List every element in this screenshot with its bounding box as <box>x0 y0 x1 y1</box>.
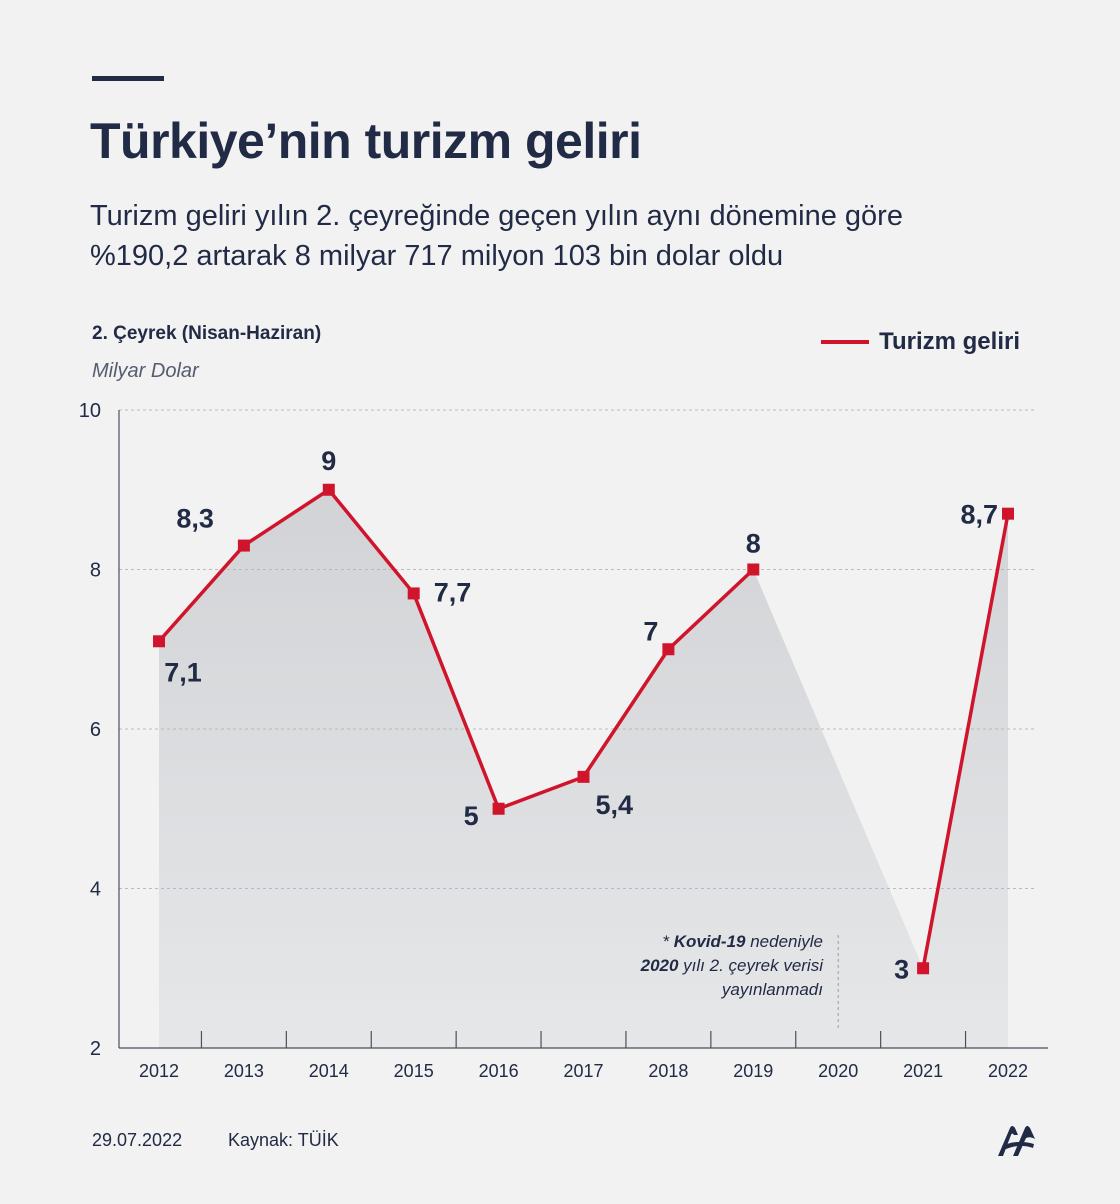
x-tick-label: 2012 <box>139 1061 179 1081</box>
legend-line-swatch <box>821 340 870 344</box>
chart-legend: Turizm geliri <box>821 328 1020 356</box>
data-point-2012 <box>153 635 165 648</box>
series-line-segment-2 <box>921 513 1010 969</box>
x-tick-label: 2015 <box>394 1061 434 1081</box>
y-tick-label: 10 <box>79 400 101 422</box>
data-label-2015: 7,7 <box>434 577 472 607</box>
footer-source: Kaynak: TÜİK <box>228 1130 339 1150</box>
series-line-segment-1 <box>157 488 755 811</box>
footnote-emphasis: 2020 <box>640 956 679 975</box>
area-fill <box>159 489 1008 1048</box>
legend-label: Turizm geliri <box>879 328 1020 355</box>
tourism-revenue-line-chart: 2 4 6 8 10 2012 2013 2014 2015 2016 2017 2018 2019 20… <box>79 400 1048 1081</box>
x-tick-label: 2021 <box>903 1061 943 1081</box>
data-point-2017 <box>577 770 590 783</box>
x-tick-label: 2013 <box>224 1061 264 1081</box>
unit-label: Milyar Dolar <box>92 360 199 382</box>
data-point-2015 <box>407 587 420 600</box>
data-point-2021 <box>917 962 930 975</box>
data-point-2022 <box>1002 507 1014 520</box>
footnote-emphasis: Kovid-19 <box>674 932 746 951</box>
data-point-2018 <box>662 643 675 656</box>
page-subtitle: Turizm geliri yılın 2. çeyreğinde geçen … <box>90 196 903 276</box>
data-label-2018: 7 <box>643 616 658 646</box>
footnote-line-3: yayınlanmadı <box>721 980 823 999</box>
period-label: 2. Çeyrek (Nisan-Haziran) <box>92 323 322 344</box>
data-point-2019 <box>747 563 760 576</box>
data-label-2013: 8,3 <box>176 504 214 534</box>
data-point-2016 <box>492 802 505 815</box>
x-tick-label: 2018 <box>648 1061 688 1081</box>
subtitle-line-2: %190,2 artarak 8 milyar 717 milyon 103 b… <box>90 240 784 272</box>
x-tick-label: 2014 <box>309 1061 349 1081</box>
title-accent-bar <box>92 76 164 81</box>
x-tick-label: 2022 <box>988 1061 1028 1081</box>
data-label-2016: 5 <box>464 801 479 831</box>
data-label-2022: 8,7 <box>960 500 998 530</box>
data-label-2014: 9 <box>321 446 336 476</box>
subtitle-line-1: Turizm geliri yılın 2. çeyreğinde geçen … <box>90 200 903 232</box>
footnote-line-1: * Kovid-19 nedeniyle <box>662 932 823 951</box>
data-label-2021: 3 <box>894 954 909 984</box>
footnote-text: nedeniyle <box>745 932 823 951</box>
x-tick-label: 2019 <box>733 1061 773 1081</box>
data-point-2013 <box>237 539 250 552</box>
footnote-line-2: 2020 yılı 2. çeyrek verisi <box>640 956 825 975</box>
footnote-text: yayınlanmadı <box>721 980 823 999</box>
x-tick-label: 2017 <box>563 1061 603 1081</box>
y-tick-label: 6 <box>90 719 101 741</box>
x-tick-label: 2016 <box>479 1061 519 1081</box>
data-point-2014 <box>322 483 335 496</box>
y-tick-label: 2 <box>90 1038 101 1060</box>
footnote-text: * <box>662 932 673 951</box>
footer-date: 29.07.2022 <box>92 1130 183 1150</box>
y-tick-label: 8 <box>90 560 101 582</box>
aa-logo-icon <box>998 1126 1035 1156</box>
data-label-2012: 7,1 <box>164 657 202 687</box>
x-tick-label: 2020 <box>818 1061 858 1081</box>
data-label-2017: 5,4 <box>596 790 634 820</box>
data-label-2019: 8 <box>746 529 761 559</box>
page-title: Türkiye’nin turizm geliri <box>90 113 642 169</box>
footnote-text: yılı 2. çeyrek verisi <box>678 956 824 975</box>
y-tick-label: 4 <box>90 879 101 901</box>
